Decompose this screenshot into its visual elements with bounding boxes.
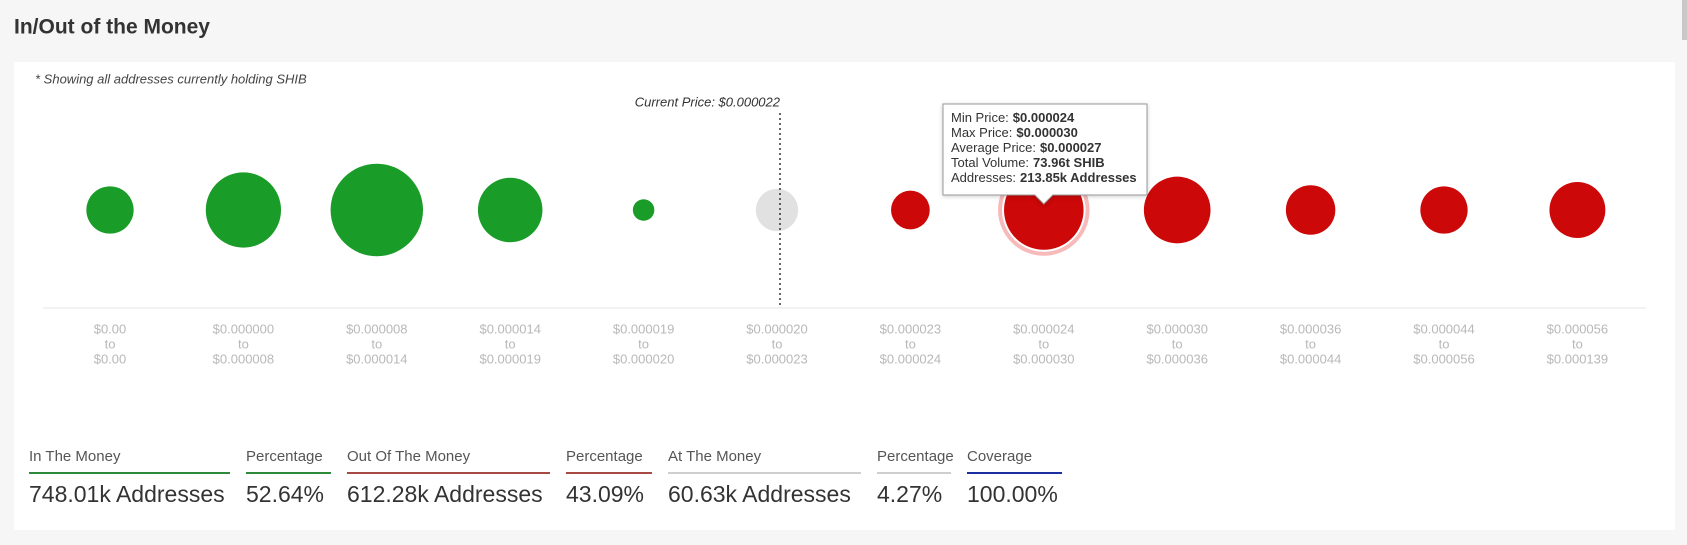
range-to: $0.00 <box>94 351 127 366</box>
range-to: $0.000014 <box>346 351 407 366</box>
card <box>14 62 1675 530</box>
range-to: $0.000024 <box>880 351 941 366</box>
summary-value: 52.64% <box>246 481 324 507</box>
bubble <box>1549 182 1606 238</box>
range-from: $0.000036 <box>1280 321 1341 336</box>
summary-label: At The Money <box>668 448 762 465</box>
summary-value: 748.01k Addresses <box>29 481 225 507</box>
summary-value: 60.63k Addresses <box>668 481 851 507</box>
range-to: $0.000020 <box>613 351 674 366</box>
range-to: $0.000030 <box>1013 351 1074 366</box>
bubble <box>330 163 424 257</box>
chart-note: * Showing all addresses currently holdin… <box>35 71 307 86</box>
bubble <box>632 199 655 221</box>
range-from: $0.000024 <box>1013 321 1074 336</box>
tooltip-label: Total Volume: <box>951 155 1029 170</box>
range-from: $0.000020 <box>746 321 807 336</box>
scrollbar[interactable] <box>1682 0 1687 40</box>
range-to: $0.000008 <box>213 351 274 366</box>
tooltip-label: Max Price: <box>951 125 1012 140</box>
tooltip-value: $0.000030 <box>1016 125 1077 140</box>
bubble <box>1143 176 1211 244</box>
range-joiner: to <box>772 336 783 351</box>
page-title: In/Out of the Money <box>14 16 210 39</box>
summary-label: In The Money <box>29 448 121 465</box>
tooltip-value: 213.85k Addresses <box>1020 170 1137 185</box>
range-from: $0.000044 <box>1413 321 1474 336</box>
tooltip-value: 73.96t SHIB <box>1033 155 1105 170</box>
range-to: $0.000019 <box>479 351 540 366</box>
summary-value: 4.27% <box>877 481 942 507</box>
range-from: $0.000008 <box>346 321 407 336</box>
range-from: $0.000023 <box>880 321 941 336</box>
range-from: $0.00 <box>94 321 127 336</box>
range-joiner: to <box>238 336 249 351</box>
range-joiner: to <box>105 336 116 351</box>
range-joiner: to <box>371 336 382 351</box>
summary-label: Coverage <box>967 448 1032 465</box>
bubble <box>1420 186 1468 234</box>
summary-value: 612.28k Addresses <box>347 481 543 507</box>
summary-label: Percentage <box>246 448 323 465</box>
range-joiner: to <box>1572 336 1583 351</box>
range-to: $0.000036 <box>1146 351 1207 366</box>
tooltip-row: Average Price: $0.000027 <box>951 140 1101 155</box>
tooltip-value: $0.000024 <box>1013 110 1075 125</box>
range-joiner: to <box>1305 336 1316 351</box>
tooltip-label: Addresses: <box>951 170 1016 185</box>
summary-label: Percentage <box>566 448 643 465</box>
summary-label: Out Of The Money <box>347 448 471 465</box>
range-from: $0.000014 <box>479 321 540 336</box>
summary-value: 43.09% <box>566 481 644 507</box>
range-to: $0.000139 <box>1547 351 1608 366</box>
range-joiner: to <box>905 336 916 351</box>
range-from: $0.000000 <box>213 321 274 336</box>
range-to: $0.000023 <box>746 351 807 366</box>
tooltip-row: Addresses: 213.85k Addresses <box>951 170 1137 185</box>
range-to: $0.000044 <box>1280 351 1341 366</box>
bubble <box>205 172 282 248</box>
tooltip-row: Total Volume: 73.96t SHIB <box>951 155 1105 170</box>
tooltip-row: Max Price: $0.000030 <box>951 125 1078 140</box>
bubble <box>891 190 930 230</box>
tooltip-label: Min Price: <box>951 110 1009 125</box>
summary-value: 100.00% <box>967 481 1058 507</box>
bubble <box>755 188 799 232</box>
tooltip-row: Min Price: $0.000024 <box>951 110 1075 125</box>
current-price-label: Current Price: $0.000022 <box>635 94 781 109</box>
range-from: $0.000030 <box>1146 321 1207 336</box>
range-joiner: to <box>638 336 649 351</box>
range-from: $0.000019 <box>613 321 674 336</box>
range-joiner: to <box>505 336 516 351</box>
bubble <box>1285 185 1336 235</box>
summary-label: Percentage <box>877 448 954 465</box>
range-joiner: to <box>1038 336 1049 351</box>
range-joiner: to <box>1439 336 1450 351</box>
tooltip-label: Average Price: <box>951 140 1036 155</box>
tooltip-box <box>942 103 1148 205</box>
range-to: $0.000056 <box>1413 351 1474 366</box>
bubble <box>86 186 134 234</box>
range-joiner: to <box>1172 336 1183 351</box>
range-from: $0.000056 <box>1547 321 1608 336</box>
tooltip-value: $0.000027 <box>1040 140 1101 155</box>
bubble <box>477 177 543 243</box>
